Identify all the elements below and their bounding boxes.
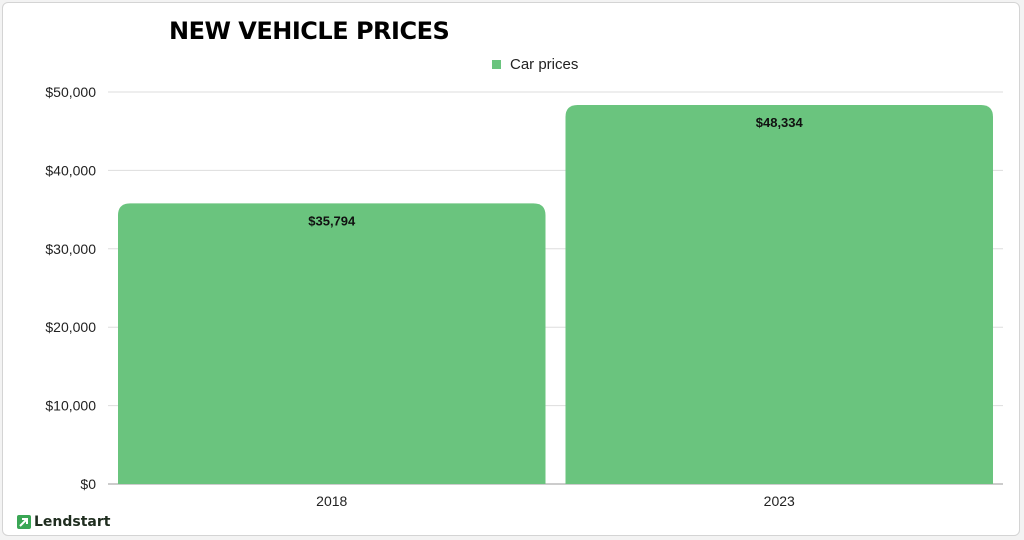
y-tick-label: $20,000	[45, 319, 96, 335]
y-tick-label: $30,000	[45, 241, 96, 257]
bar-chart: NEW VEHICLE PRICES Car prices $0$10,000$…	[45, 17, 1003, 509]
x-tick-label: 2023	[764, 493, 795, 509]
legend: Car prices	[492, 56, 578, 73]
x-tick-label: 2018	[316, 493, 347, 509]
bar-value-label: $35,794	[308, 213, 356, 228]
y-tick-label: $10,000	[45, 398, 96, 414]
x-axis: 2018 2023	[316, 493, 795, 509]
bar-2023	[565, 105, 993, 485]
y-tick-label: $0	[80, 476, 96, 492]
legend-swatch	[492, 60, 501, 69]
bar-value-label: $48,334	[756, 115, 804, 130]
y-tick-label: $50,000	[45, 84, 96, 100]
bar-2018	[118, 203, 546, 484]
y-tick-label: $40,000	[45, 162, 96, 178]
lendstart-logo-icon	[17, 515, 31, 529]
chart-title: NEW VEHICLE PRICES	[169, 17, 449, 45]
y-axis: $0 $10,000 $20,000 $30,000 $40,000 $50,000	[45, 84, 96, 492]
brand-logo: Lendstart	[17, 514, 110, 530]
legend-label: Car prices	[510, 56, 578, 73]
bars: $35,794 $48,334	[118, 105, 993, 485]
brand-name: Lendstart	[34, 514, 111, 530]
